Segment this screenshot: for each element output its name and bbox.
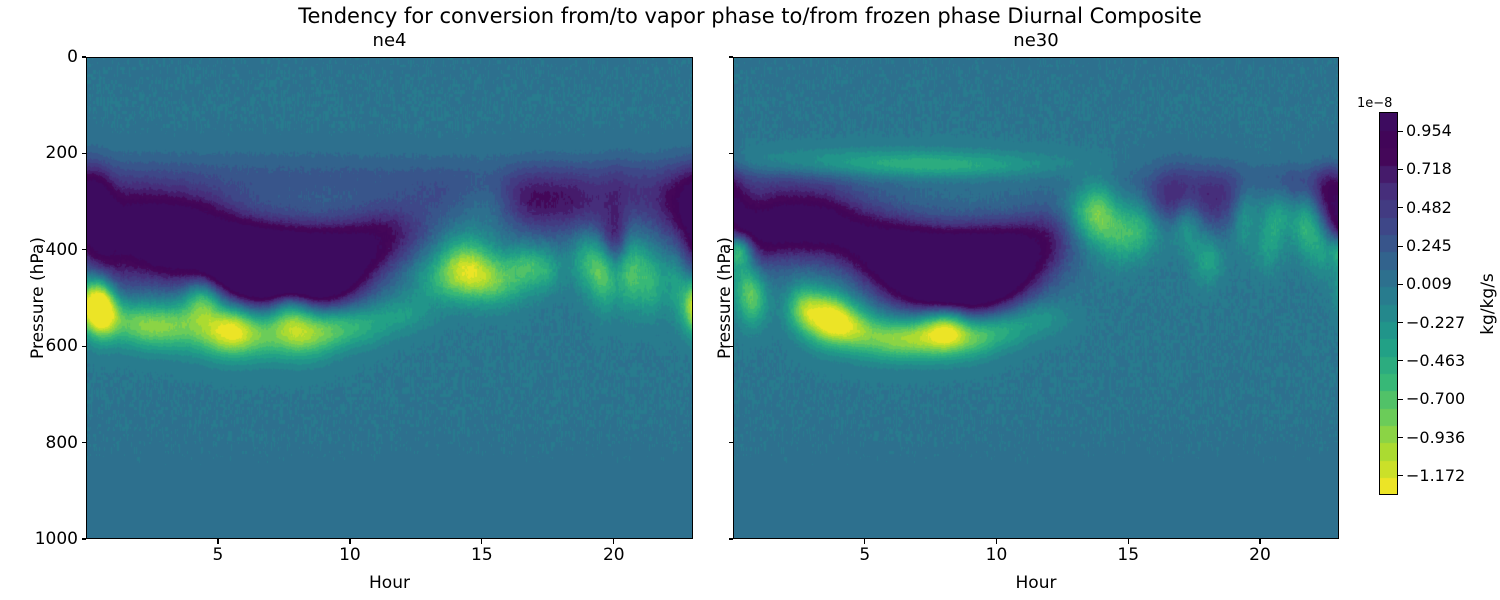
y-tick-mark: [81, 249, 86, 251]
colorbar-tick-mark: [1398, 398, 1403, 400]
colorbar-tick-mark: [1398, 436, 1403, 439]
colorbar-tick-label: −0.227: [1406, 312, 1466, 332]
colorbar-label: kg/kg/s: [1478, 272, 1498, 335]
panel-title-ne30: ne30: [1013, 30, 1059, 51]
y-tick-label: 800: [45, 432, 78, 453]
colorbar-tick-mark: [1398, 283, 1403, 285]
x-tick-mark: [217, 539, 219, 544]
colorbar-gradient: [1380, 113, 1397, 494]
colorbar-tick-mark: [1398, 322, 1403, 324]
colorbar-tick-label: 0.009: [1406, 274, 1452, 294]
y-tick-label: 600: [45, 336, 78, 357]
colorbar-tick-label: −0.936: [1406, 427, 1466, 447]
x-tick-label: 10: [985, 545, 1008, 565]
x-tick-mark: [481, 539, 483, 544]
colorbar-tick-label: −1.172: [1406, 465, 1466, 485]
plot-area-ne30[interactable]: [733, 57, 1339, 539]
x-tick-mark: [1259, 539, 1261, 544]
y-tick-mark: [81, 442, 86, 444]
y-tick-mark: [81, 56, 86, 58]
y-tick-mark: [81, 345, 86, 347]
colorbar[interactable]: [1379, 112, 1398, 495]
colorbar-tick-label: −0.700: [1406, 389, 1466, 409]
plot-area-ne4[interactable]: [86, 57, 693, 539]
heatmap-field-ne4: [87, 58, 692, 538]
panel-title-ne4: ne4: [372, 30, 407, 51]
x-tick-label: 15: [1117, 545, 1140, 565]
y-tick-mark: [81, 538, 86, 540]
y-tick-mark: [728, 249, 733, 251]
x-tick-mark: [864, 539, 866, 544]
x-tick-mark: [613, 539, 615, 544]
y-tick-mark: [81, 152, 86, 154]
y-tick-label: 400: [45, 239, 78, 260]
colorbar-tick-label: −0.463: [1406, 350, 1466, 370]
x-tick-mark: [349, 539, 351, 544]
x-tick-label: 5: [212, 545, 224, 565]
x-tick-mark: [995, 539, 998, 544]
y-tick-mark: [728, 442, 733, 444]
colorbar-tick-label: 0.482: [1406, 197, 1452, 217]
x-tick-mark: [1127, 539, 1129, 544]
colorbar-tick-mark: [1398, 207, 1403, 209]
colorbar-tick-mark: [1398, 168, 1403, 171]
colorbar-tick-mark: [1398, 130, 1403, 132]
y-tick-mark: [728, 538, 733, 540]
figure-title: Tendency for conversion from/to vapor ph…: [298, 4, 1202, 28]
y-axis-label-ne30: Pressure (hPa): [715, 237, 735, 359]
x-tick-label: 20: [602, 545, 625, 565]
colorbar-offset-text: 1e−8: [1357, 96, 1393, 111]
colorbar-tick-label: 0.245: [1406, 236, 1452, 256]
colorbar-tick-mark: [1398, 475, 1403, 477]
y-tick-mark: [728, 345, 733, 347]
colorbar-tick-label: 0.718: [1406, 159, 1452, 179]
colorbar-tick-mark: [1398, 360, 1403, 362]
x-tick-label: 5: [859, 545, 871, 565]
x-tick-label: 20: [1249, 545, 1271, 565]
colorbar-tick-label: 0.954: [1406, 121, 1452, 141]
y-axis-label-ne4: Pressure (hPa): [28, 237, 48, 359]
y-tick-mark: [728, 152, 733, 154]
heatmap-field-ne30: [734, 58, 1338, 538]
x-axis-label-ne30: Hour: [1015, 573, 1057, 593]
y-tick-mark: [728, 56, 733, 58]
colorbar-tick-mark: [1398, 245, 1403, 247]
x-axis-label-ne4: Hour: [369, 573, 410, 593]
x-tick-label: 15: [471, 545, 493, 565]
y-tick-label: 200: [45, 143, 78, 164]
y-tick-label: 1000: [34, 529, 78, 549]
x-tick-label: 10: [339, 545, 361, 565]
y-tick-label: 0: [67, 47, 78, 67]
